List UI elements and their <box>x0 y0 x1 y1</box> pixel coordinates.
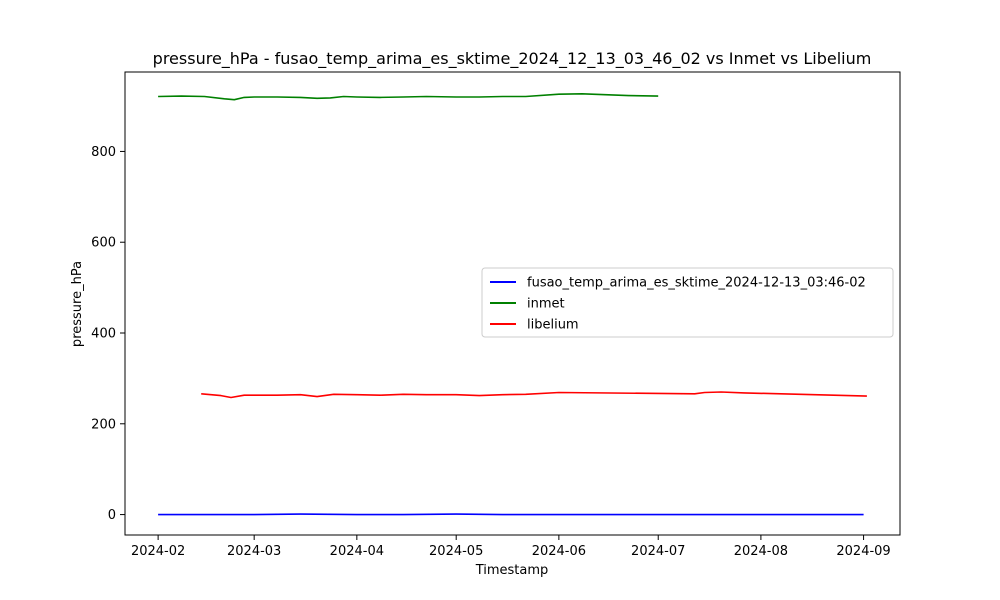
x-tick-label: 2024-05 <box>429 544 483 559</box>
legend-box <box>481 267 894 338</box>
legend-label-1: inmet <box>527 297 565 312</box>
x-tick-label: 2024-09 <box>836 544 890 559</box>
y-ticks: 0 200 400 600 800 <box>91 145 125 523</box>
chart-title: pressure_hPa - fusao_temp_arima_es_sktim… <box>153 49 872 69</box>
y-tick-label: 0 <box>108 508 116 523</box>
plot-frame <box>124 71 901 536</box>
x-tick-label: 2024-07 <box>631 544 685 559</box>
series-line-0 <box>158 513 864 516</box>
legend-label-2: libelium <box>527 318 579 333</box>
y-axis-title: pressure_hPa <box>70 261 85 347</box>
legend-label-0: fusao_temp_arima_es_sktime_2024-12-13_03… <box>527 276 866 291</box>
x-axis-title: Timestamp <box>475 563 549 578</box>
y-tick-label: 600 <box>91 236 116 251</box>
y-tick-label: 200 <box>91 417 116 432</box>
legend: fusao_temp_arima_es_sktime_2024-12-13_03… <box>481 267 894 338</box>
series-layer <box>158 93 867 516</box>
x-tick-label: 2024-08 <box>734 544 788 559</box>
series-line-2 <box>201 391 867 399</box>
x-tick-label: 2024-03 <box>227 544 281 559</box>
x-tick-label: 2024-06 <box>532 544 586 559</box>
y-tick-label: 800 <box>91 145 116 160</box>
series-line-1 <box>158 93 659 101</box>
y-tick-label: 400 <box>91 327 116 342</box>
x-tick-label: 2024-04 <box>330 544 384 559</box>
x-ticks: 2024-02 2024-03 2024-04 2024-05 2024-06 2024-… <box>131 535 891 559</box>
x-tick-label: 2024-02 <box>131 544 185 559</box>
